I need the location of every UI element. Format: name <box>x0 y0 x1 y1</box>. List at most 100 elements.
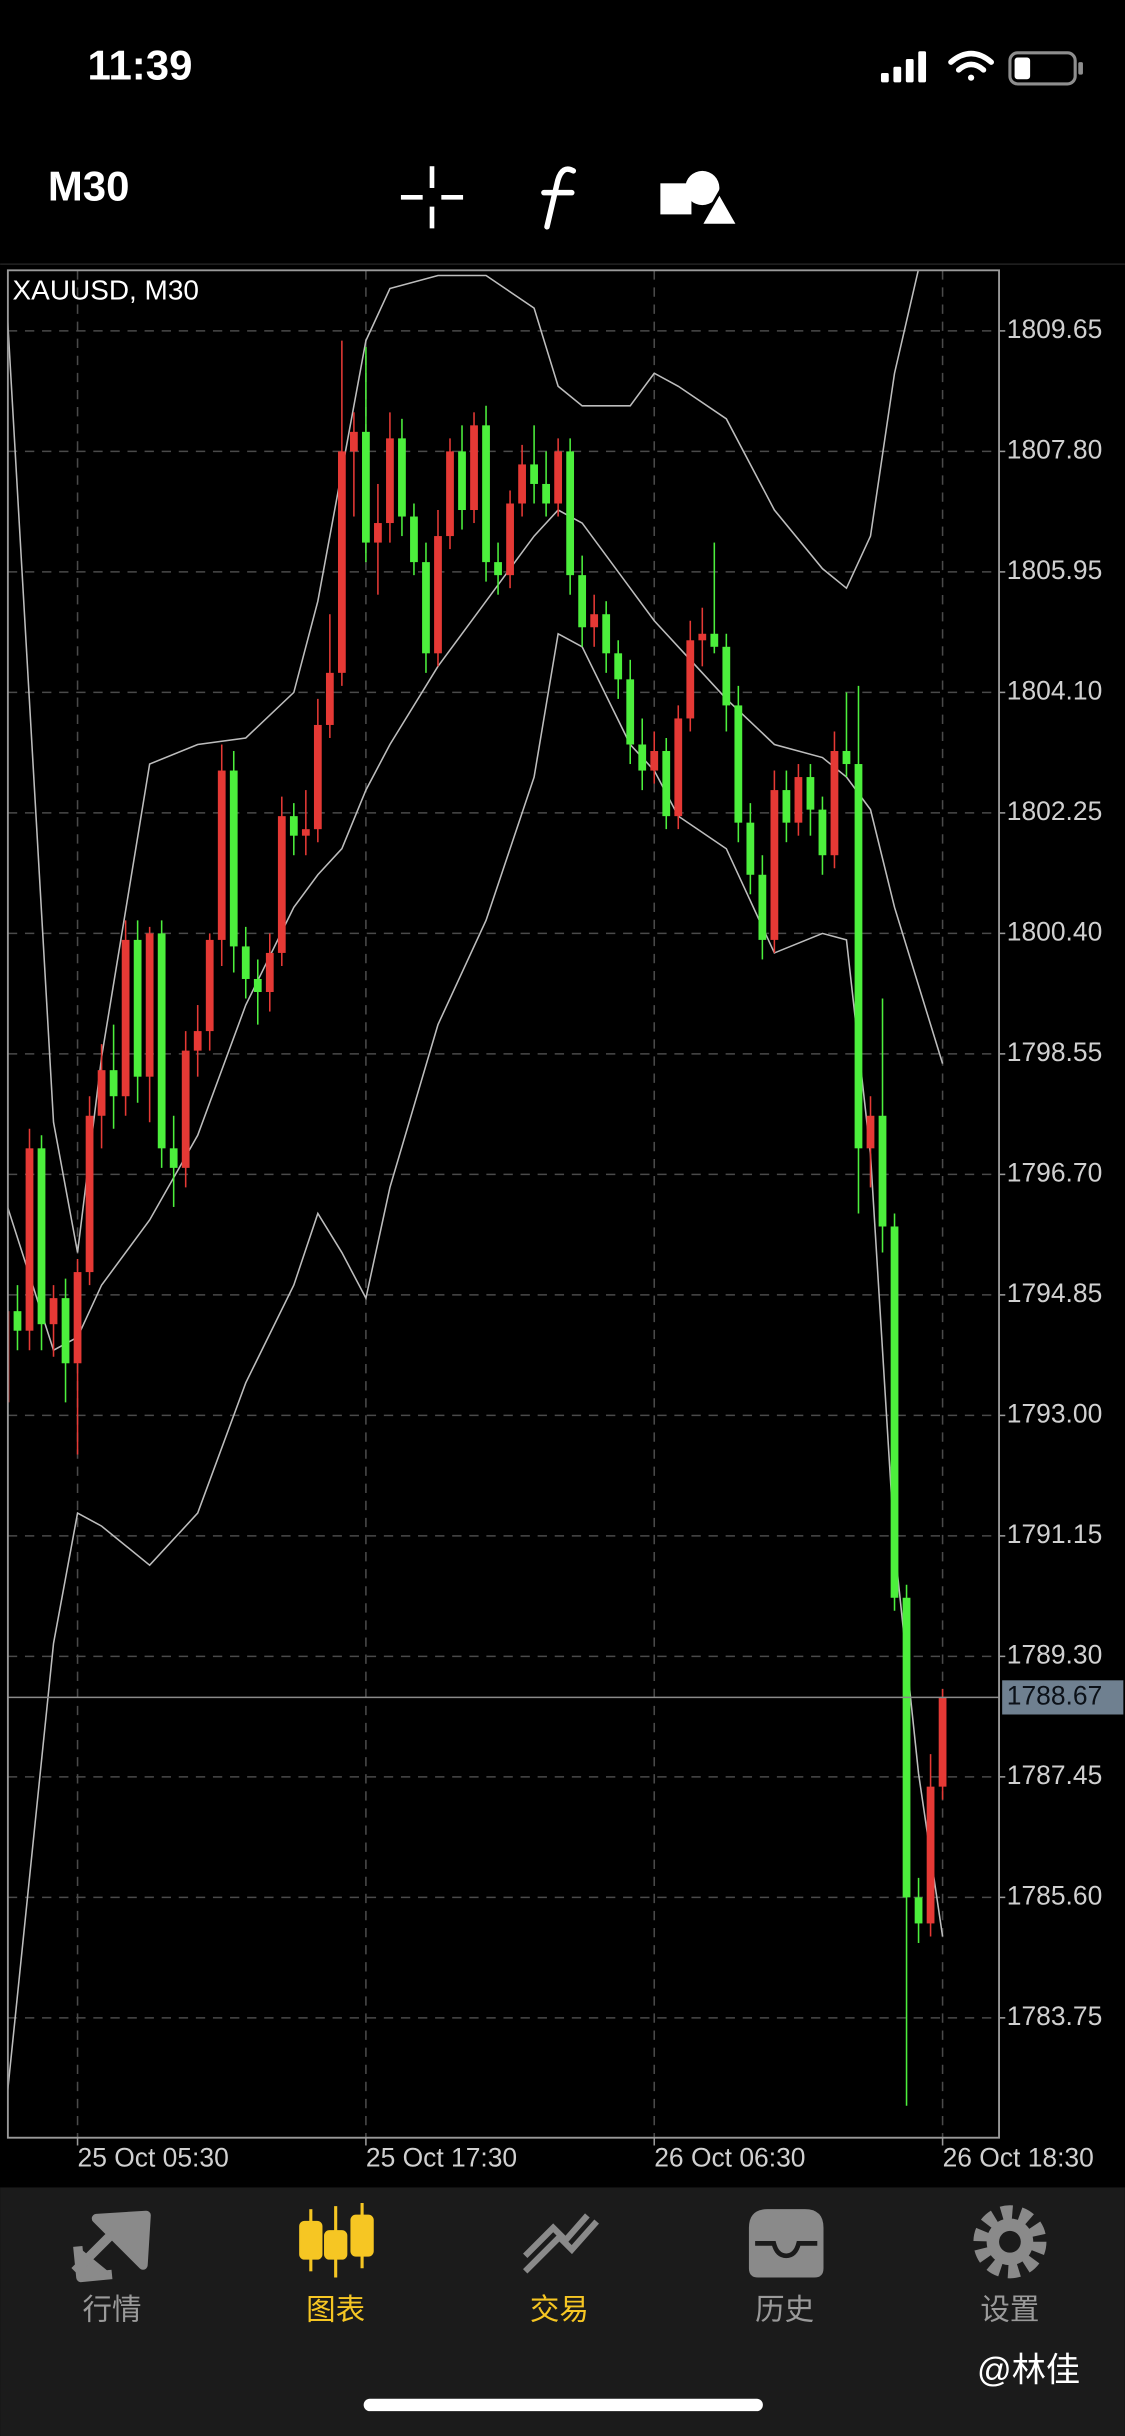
candle-body <box>13 1311 22 1331</box>
candle-body <box>73 1272 82 1364</box>
candle-body <box>902 1597 911 1898</box>
candle-body <box>758 874 767 940</box>
candle-body <box>25 1148 34 1331</box>
indicator-button[interactable] <box>541 166 577 230</box>
candle-body <box>253 978 262 993</box>
candle-body <box>770 790 779 940</box>
candle-body <box>217 770 226 940</box>
tab-chart[interactable]: 图表 <box>299 2202 374 2327</box>
wifi-icon <box>948 50 995 81</box>
candle-body <box>410 516 418 563</box>
tab-quotes[interactable]: 行情 <box>71 2210 151 2327</box>
candle-body <box>734 705 743 823</box>
battery-icon <box>1008 51 1083 86</box>
candle-body <box>794 777 803 823</box>
candle-body <box>145 933 154 1077</box>
candle-body <box>350 431 358 452</box>
candle-body <box>602 614 611 654</box>
signal-icon <box>880 51 927 83</box>
candle-body <box>842 751 851 765</box>
candle-body <box>229 770 238 947</box>
y-tick-label: 1794.85 <box>1007 1278 1102 1308</box>
candle-body <box>578 575 587 628</box>
candle-body <box>890 1226 899 1598</box>
candle-body <box>506 503 514 576</box>
candle-body <box>914 1897 923 1924</box>
candle-body <box>674 718 683 817</box>
chart: XAUUSD, M30 1809.65 1807.80 1805.95 1804.10… <box>6 269 1124 2172</box>
clock: 11:39 <box>87 41 192 88</box>
y-tick-label: 1804.10 <box>1007 675 1102 705</box>
candle-body <box>458 451 466 511</box>
candle-body <box>133 939 142 1077</box>
candle-body <box>482 425 490 563</box>
candle-body <box>806 777 815 810</box>
candle-body <box>650 751 659 771</box>
candle-body <box>854 764 863 1149</box>
candle-body <box>265 952 274 993</box>
y-tick-label: 1791.15 <box>1007 1519 1102 1549</box>
candle-body <box>169 1148 178 1168</box>
candle-body <box>398 438 406 517</box>
candle-body <box>626 679 635 745</box>
candle-body <box>590 614 599 628</box>
symbol-label: XAUUSD, M30 <box>13 274 199 305</box>
candle-body <box>289 816 298 836</box>
candle-body <box>494 562 502 576</box>
tab-label[interactable]: 历史 <box>755 2294 814 2327</box>
y-tick-label: 1807.80 <box>1007 434 1102 464</box>
candle-body <box>878 1115 887 1227</box>
tab-trade[interactable]: 交易 <box>523 2213 600 2327</box>
timeframe[interactable]: M30 <box>48 163 130 210</box>
home-indicator <box>363 2398 763 2412</box>
x-tick-label: 26 Oct 18:30 <box>943 2142 1094 2172</box>
y-tick-label: 1798.55 <box>1007 1037 1102 1067</box>
x-tick-label: 25 Oct 17:30 <box>366 2142 517 2172</box>
candle-body <box>710 633 719 647</box>
candle-body <box>157 933 166 1149</box>
candle-body <box>830 751 839 856</box>
candle-body <box>313 724 322 830</box>
candle-body <box>49 1298 58 1325</box>
tab-history[interactable]: 历史 <box>748 2209 824 2327</box>
candle-body <box>782 790 791 823</box>
candle-body <box>85 1115 94 1273</box>
candle-body <box>698 633 707 641</box>
candle-body <box>422 562 430 654</box>
objects-button[interactable] <box>660 170 741 227</box>
crosshair-button[interactable] <box>400 166 464 229</box>
candle-body <box>542 483 550 504</box>
tab-label[interactable]: 设置 <box>980 2294 1039 2327</box>
candle-body <box>554 451 563 504</box>
tab-label[interactable]: 图表 <box>306 2294 365 2327</box>
candle-body <box>866 1115 875 1149</box>
x-tick-label: 25 Oct 05:30 <box>78 2142 229 2172</box>
candle-body <box>938 1697 947 1787</box>
last-price-label: 1788.67 <box>1007 1680 1102 1710</box>
tab-label[interactable]: 交易 <box>530 2294 589 2327</box>
candle-body <box>686 640 695 719</box>
y-tick-label: 1796.70 <box>1007 1157 1102 1187</box>
chart-frame <box>6 269 1000 2139</box>
candle-body <box>301 829 310 836</box>
candle-body <box>325 672 334 725</box>
y-tick-label: 1805.95 <box>1007 555 1102 585</box>
tab-bar <box>0 2187 1125 2436</box>
candle-body <box>818 809 827 856</box>
candle-body <box>470 425 478 511</box>
candle-body <box>205 939 214 1032</box>
candle-body <box>337 451 346 673</box>
y-tick-label: 1800.40 <box>1007 916 1102 946</box>
candle-body <box>37 1148 46 1325</box>
grid <box>7 270 1000 2138</box>
x-tick-label: 26 Oct 06:30 <box>654 2142 805 2172</box>
axes: 1809.65 1807.80 1805.95 1804.10 1802.25 1800.… <box>76 314 1124 2172</box>
candle-body <box>97 1070 106 1116</box>
candle-body <box>566 451 575 576</box>
y-tick-label: 1785.60 <box>1007 1880 1102 1910</box>
candle-body <box>181 1050 190 1168</box>
tab-label[interactable]: 行情 <box>82 2294 141 2327</box>
plot-area <box>7 270 1000 2106</box>
